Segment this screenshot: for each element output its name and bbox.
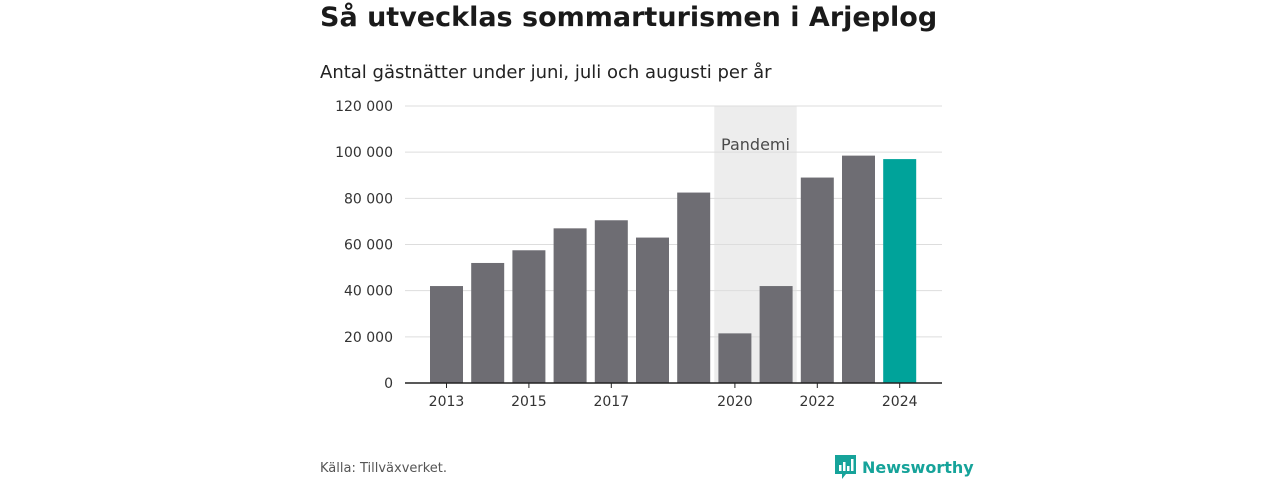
pandemic-label: Pandemi [721, 135, 790, 154]
bar-2023 [842, 155, 875, 383]
chart-subtitle: Antal gästnätter under juni, juli och au… [320, 62, 772, 83]
brand-logo: Newsworthy [835, 455, 974, 479]
x-tick-label: 2015 [511, 394, 547, 410]
x-tick-label: 2017 [593, 394, 629, 410]
x-tick-label: 2013 [429, 394, 465, 410]
bar-2014 [471, 262, 505, 383]
source-note: Källa: Tillväxverket. [320, 461, 448, 476]
x-tick-label: 2020 [717, 394, 753, 410]
y-tick-label: 120 000 [335, 99, 393, 115]
brand-name: Newsworthy [862, 457, 974, 477]
chart-title: Så utvecklas sommarturismen i Arjeplog [320, 2, 938, 33]
bar-2018 [636, 237, 669, 383]
x-tick-label: 2022 [799, 394, 835, 410]
bar-2022 [800, 177, 834, 383]
bar-2016 [553, 228, 587, 383]
y-tick-label: 100 000 [335, 145, 393, 161]
bar-2015 [512, 250, 546, 383]
bar-2021 [759, 286, 793, 383]
y-tick-label: 0 [384, 376, 393, 392]
bar-2013 [430, 286, 463, 383]
bar-2020 [718, 333, 752, 383]
bar-chart-speech-bubble-icon [835, 455, 856, 479]
y-tick-label: 20 000 [344, 330, 393, 346]
bar-2024 [883, 159, 917, 383]
y-tick-label: 40 000 [344, 284, 393, 300]
y-tick-label: 60 000 [344, 238, 393, 254]
x-tick-label: 2024 [882, 394, 918, 410]
bar-2019 [677, 192, 711, 383]
bar-2017 [594, 220, 628, 383]
y-tick-label: 80 000 [344, 191, 393, 207]
